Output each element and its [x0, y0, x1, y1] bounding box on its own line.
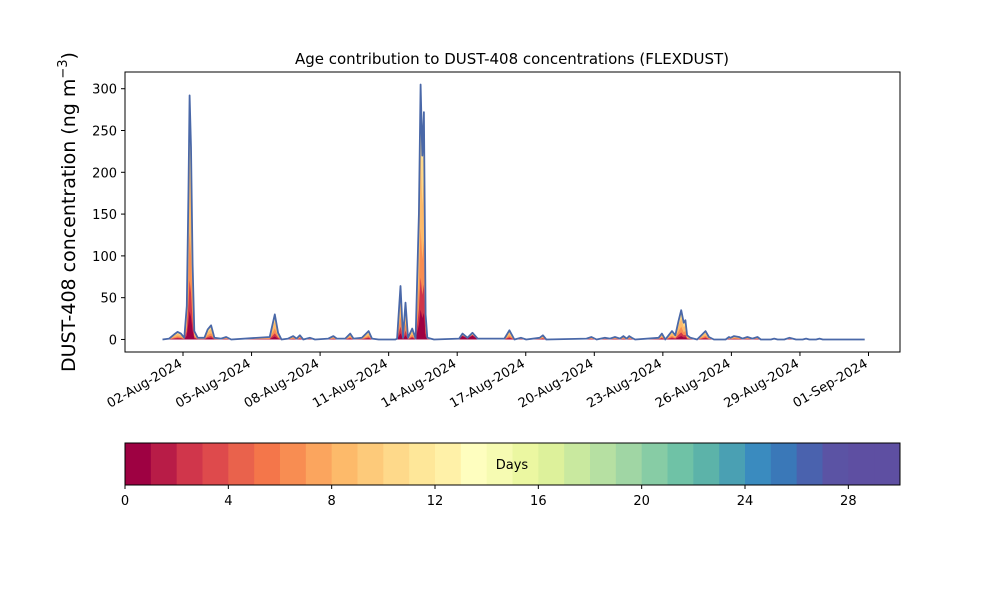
colorbar-tick-label: 4 — [224, 494, 232, 509]
colorbar-cell — [125, 443, 152, 485]
y-axis-label-close: ) — [58, 52, 80, 59]
colorbar-cell — [590, 443, 617, 485]
svg-text:DUST-408 concentration (ng m−3: DUST-408 concentration (ng m−3) — [56, 52, 80, 372]
colorbar-cell — [305, 443, 333, 485]
age-band-area — [162, 92, 865, 340]
age-band-area — [162, 277, 865, 340]
total-concentration-line-group — [162, 83, 865, 341]
colorbar-cell — [848, 443, 875, 485]
y-axis-label-text: DUST-408 concentration (ng m — [58, 79, 80, 372]
y-tick-label: 300 — [92, 83, 117, 98]
colorbar-cell — [564, 443, 591, 485]
age-band-area — [162, 309, 865, 340]
colorbar-label: Days — [496, 458, 529, 473]
x-tick-label: 26-Aug-2024 — [653, 356, 733, 411]
colorbar-cell — [383, 443, 410, 485]
colorbar-tick-label: 16 — [530, 494, 547, 509]
colorbar: Days 0 4 8 12 16 20 24 28 — [121, 442, 901, 509]
age-contribution-areas — [162, 92, 865, 340]
colorbar-cell — [254, 443, 281, 485]
colorbar-tick-label: 12 — [427, 494, 444, 509]
x-tick-label: 11-Aug-2024 — [310, 356, 390, 411]
y-tick-label: 250 — [92, 125, 117, 140]
x-tick-label: 05-Aug-2024 — [173, 356, 253, 411]
x-tick-label: 14-Aug-2024 — [379, 356, 459, 411]
colorbar-cell — [512, 443, 539, 485]
y-tick-label: 50 — [100, 292, 117, 307]
colorbar-cell — [874, 443, 901, 485]
colorbar-cell — [435, 443, 462, 485]
colorbar-cell — [202, 443, 229, 485]
colorbar-tick-label: 0 — [121, 494, 129, 509]
age-band-area — [162, 154, 865, 340]
colorbar-cell — [409, 443, 436, 485]
colorbar-cell — [796, 443, 823, 485]
x-tick-label: 23-Aug-2024 — [585, 356, 665, 411]
x-tick-label: 08-Aug-2024 — [242, 356, 322, 411]
colorbar-cell — [486, 443, 513, 485]
x-tick-label: 29-Aug-2024 — [722, 356, 802, 411]
colorbar-tick-label: 24 — [737, 494, 754, 509]
plot-frame — [124, 71, 901, 353]
x-axis-ticks: 02-Aug-202405-Aug-202408-Aug-202411-Aug-… — [105, 352, 871, 412]
y-tick-label: 200 — [92, 166, 117, 181]
colorbar-cell — [176, 443, 203, 485]
colorbar-frame — [124, 442, 901, 486]
colorbar-cell — [150, 443, 178, 485]
x-tick-label: 20-Aug-2024 — [516, 356, 596, 411]
colorbar-cell — [460, 443, 488, 485]
x-tick-label: 02-Aug-2024 — [105, 356, 185, 411]
colorbar-tick-label: 28 — [840, 494, 857, 509]
age-band-area — [162, 228, 865, 340]
y-axis-ticks: 0 50 100 150 200 250 300 — [92, 83, 125, 348]
colorbar-cell — [280, 443, 307, 485]
colorbar-cell — [228, 443, 255, 485]
y-tick-label: 100 — [92, 250, 117, 265]
colorbar-cell — [822, 443, 849, 485]
colorbar-cell — [693, 443, 720, 485]
colorbar-cell — [538, 443, 565, 485]
total-concentration-line — [162, 83, 865, 341]
colorbar-cell — [719, 443, 746, 485]
chart-title: Age contribution to DUST-408 concentrati… — [295, 50, 729, 68]
colorbar-cell — [615, 443, 643, 485]
x-tick-label: 17-Aug-2024 — [447, 356, 527, 411]
colorbar-cell — [745, 443, 772, 485]
colorbar-cell — [331, 443, 358, 485]
colorbar-tick-label: 8 — [328, 494, 336, 509]
x-tick-label: 01-Sep-2024 — [791, 356, 871, 411]
colorbar-cell — [667, 443, 694, 485]
colorbar-cell — [770, 443, 798, 485]
y-axis-label-exponent: −3 — [56, 59, 71, 78]
colorbar-cell — [357, 443, 384, 485]
colorbar-tick-label: 20 — [633, 494, 650, 509]
y-axis-label: DUST-408 concentration (ng m−3) — [56, 52, 80, 372]
y-tick-label: 0 — [109, 333, 117, 348]
y-tick-label: 150 — [92, 208, 117, 223]
colorbar-cell — [641, 443, 668, 485]
plot-area — [124, 71, 901, 353]
